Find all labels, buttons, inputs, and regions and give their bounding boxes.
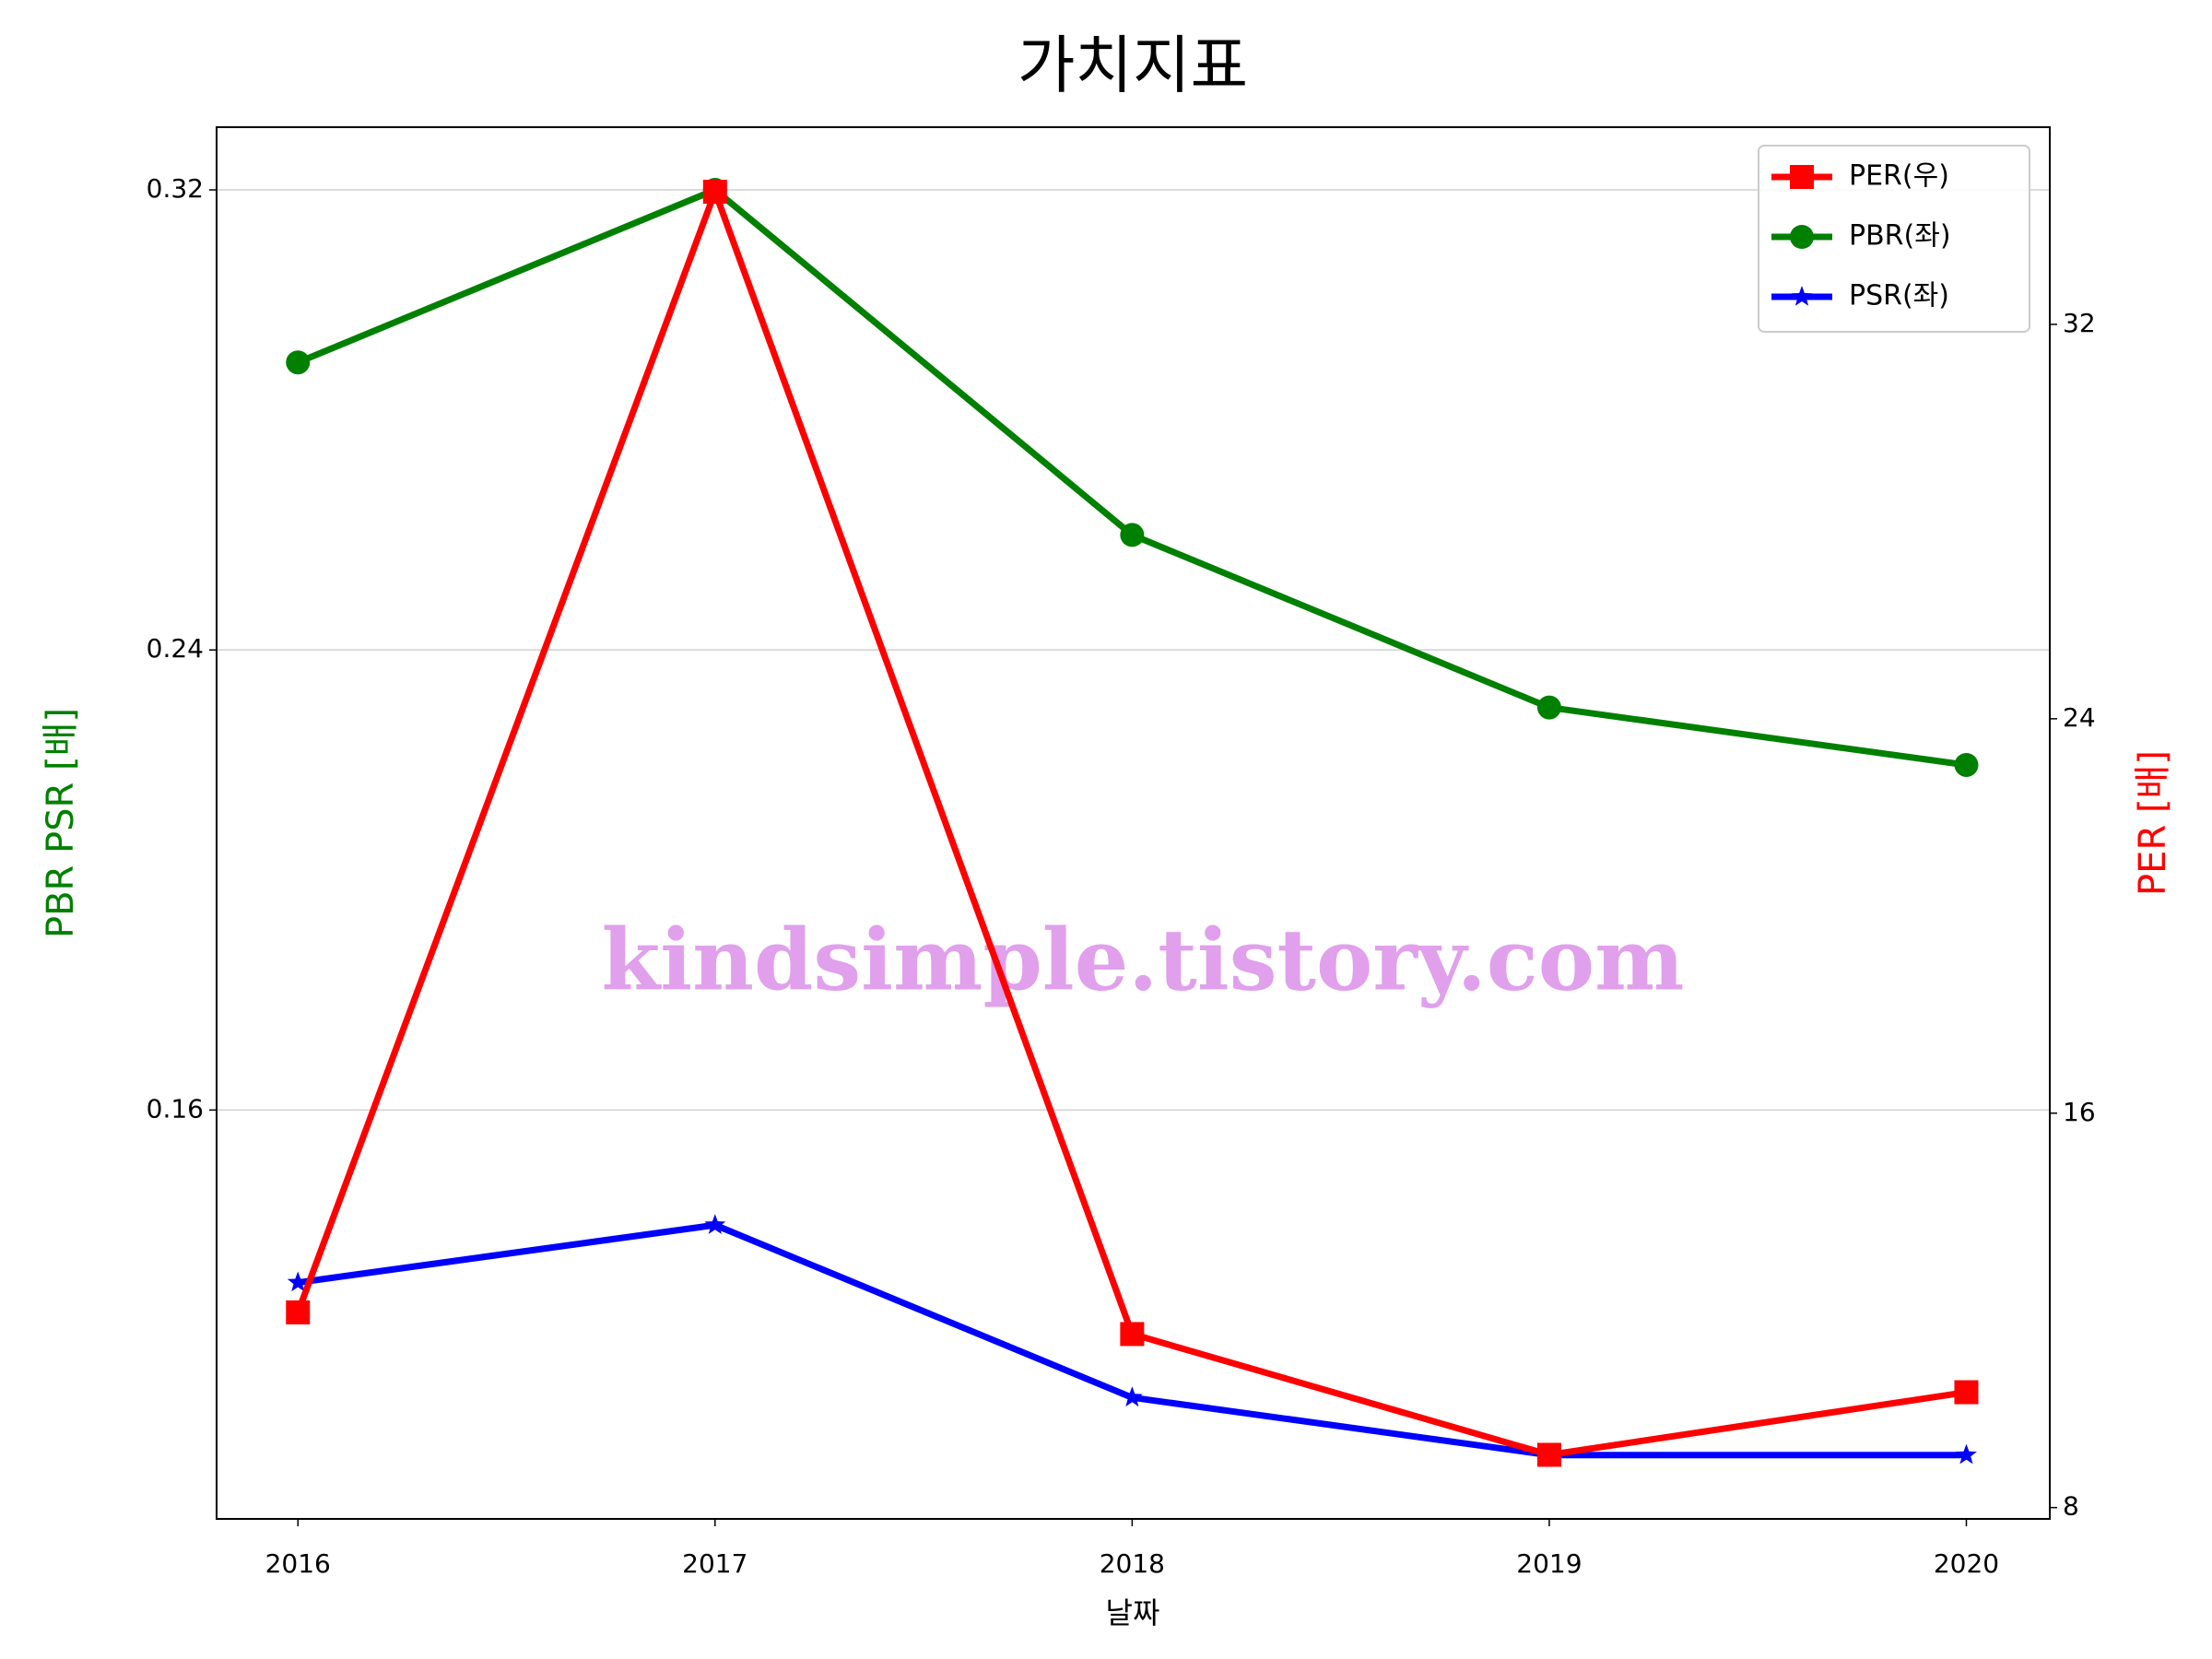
- y-axis-label: PBR PSR [배]: [40, 708, 82, 938]
- y2-tick-label: 24: [2063, 702, 2096, 733]
- x-tick-label: 2018: [1100, 1548, 1165, 1579]
- x-tick-label: 2019: [1516, 1548, 1582, 1579]
- legend-frame: [1758, 145, 2030, 333]
- marker: [704, 1214, 726, 1234]
- legend-marker: [1791, 286, 1813, 306]
- y-tick-label: 0.16: [147, 1093, 204, 1124]
- chart-title: 가치지표: [1018, 30, 1248, 103]
- y-tick-label: 0.32: [147, 173, 204, 204]
- legend-marker: [1790, 225, 1814, 249]
- y2-tick-label: 8: [2063, 1491, 2079, 1522]
- marker: [702, 180, 727, 205]
- marker: [286, 1300, 311, 1324]
- legend-marker: [1790, 165, 1814, 189]
- marker: [287, 1271, 309, 1292]
- watermark: kindsimple.tistory.com: [601, 911, 1684, 1010]
- x-axis-label: 날짜: [1106, 1595, 1160, 1630]
- legend: PER(우) PBR(좌) PSR(좌): [1758, 145, 2030, 333]
- x-tick-label: 2016: [265, 1548, 331, 1579]
- marker: [1954, 752, 1979, 777]
- marker: [1956, 1443, 1977, 1465]
- y2-tick-label: 16: [2063, 1097, 2096, 1127]
- marker: [1536, 1442, 1561, 1467]
- y-tick-label: 0.24: [147, 633, 204, 664]
- marker: [1120, 1322, 1145, 1347]
- y2-axis-label: PER [배]: [2132, 750, 2174, 896]
- marker: [1954, 1380, 1979, 1405]
- y2-tick-label: 32: [2063, 308, 2096, 338]
- x-tick-label: 2020: [1934, 1548, 1999, 1579]
- plot-frame: [216, 126, 2051, 1520]
- marker: [286, 350, 311, 375]
- x-tick-label: 2017: [682, 1548, 747, 1579]
- marker: [1122, 1386, 1143, 1407]
- legend-label: PSR(좌): [1849, 280, 1949, 312]
- legend-label: PER(우): [1849, 160, 1949, 193]
- legend-label: PBR(좌): [1849, 220, 1951, 253]
- marker: [1536, 695, 1561, 720]
- marker: [1120, 523, 1145, 547]
